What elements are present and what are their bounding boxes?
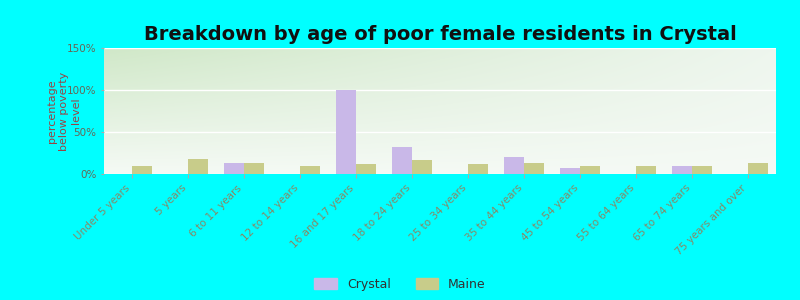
Bar bbox=[244, 163, 264, 174]
Bar bbox=[505, 157, 524, 174]
Title: Breakdown by age of poor female residents in Crystal: Breakdown by age of poor female resident… bbox=[144, 25, 736, 44]
Bar bbox=[561, 168, 580, 174]
Bar bbox=[672, 167, 692, 174]
Bar bbox=[393, 147, 412, 174]
Bar bbox=[580, 167, 600, 174]
Legend: Crystal, Maine: Crystal, Maine bbox=[314, 278, 486, 291]
Bar bbox=[524, 163, 544, 174]
Bar bbox=[356, 164, 376, 174]
Bar bbox=[132, 166, 152, 174]
Bar bbox=[188, 159, 208, 174]
Bar bbox=[337, 90, 356, 174]
Bar bbox=[692, 167, 712, 174]
Bar bbox=[468, 164, 487, 174]
Bar bbox=[412, 160, 432, 174]
Bar bbox=[300, 167, 320, 174]
Bar bbox=[224, 163, 244, 174]
Bar bbox=[748, 163, 768, 174]
Y-axis label: percentage
below poverty
level: percentage below poverty level bbox=[47, 71, 81, 151]
Bar bbox=[636, 166, 656, 174]
